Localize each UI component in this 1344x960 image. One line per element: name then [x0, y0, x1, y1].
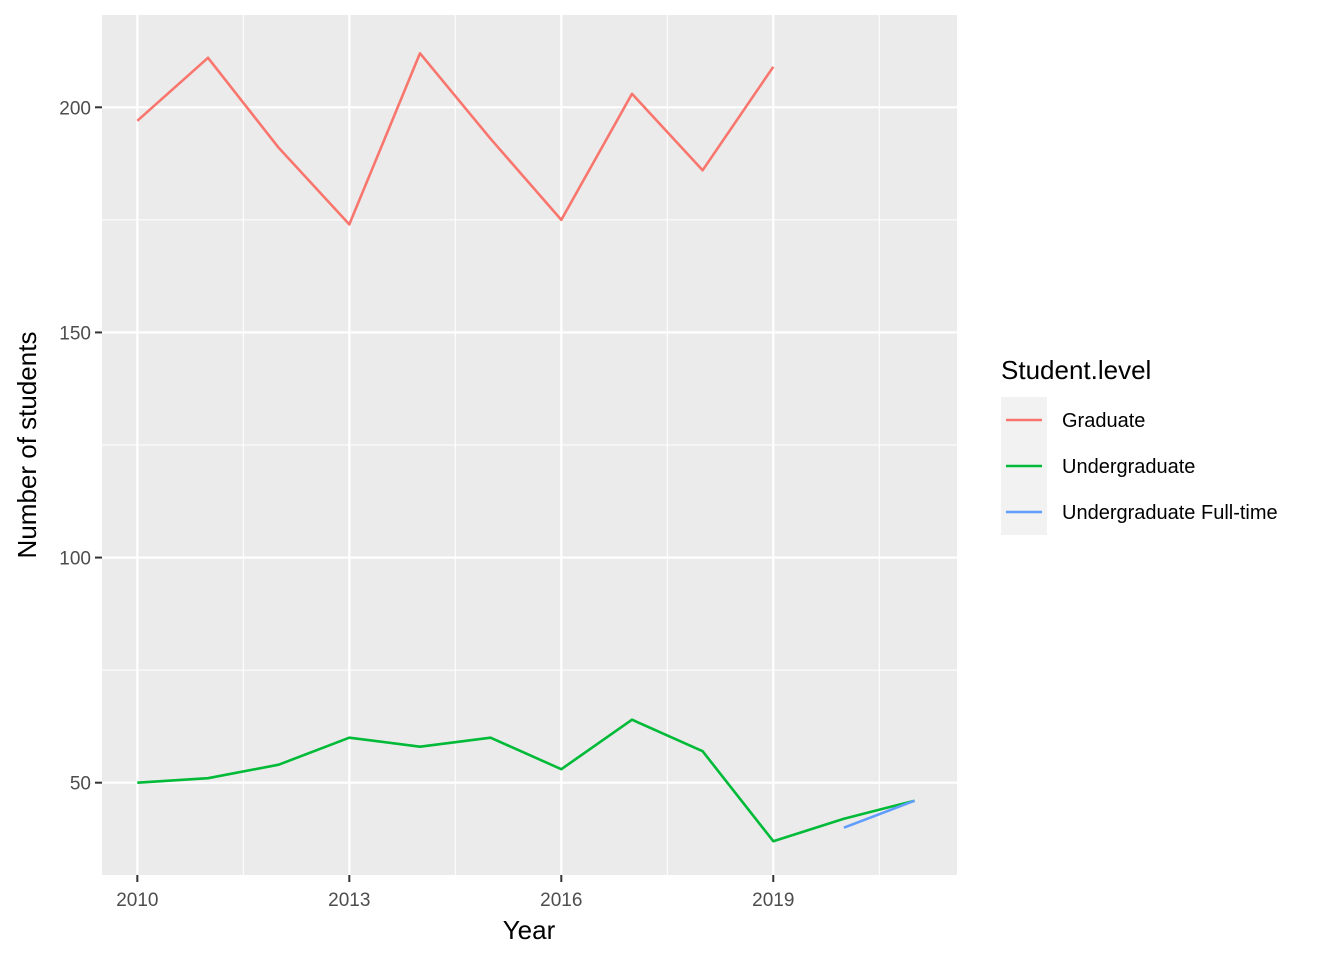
x-tick-label: 2013: [328, 890, 370, 911]
x-tick-label: 2019: [752, 890, 794, 911]
y-axis-title: Number of students: [12, 332, 42, 559]
y-tick-label: 100: [59, 549, 91, 570]
series-line-graduate: [136, 51, 775, 226]
y-tick-label: 200: [59, 98, 91, 119]
series-line-undergraduate-full-time: [843, 799, 916, 829]
legend-label: Undergraduate Full-time: [1062, 502, 1278, 524]
minor-gridlines: [102, 15, 957, 875]
legend: Student.level Graduate Undergraduate Under…: [1001, 355, 1278, 535]
y-axis: 50 100 150 200: [59, 98, 102, 795]
legend-title: Student.level: [1001, 355, 1151, 385]
x-axis-title: Year: [503, 915, 556, 945]
y-tick-label: 50: [70, 774, 91, 795]
x-axis: 2010 2013 2016 2019: [116, 875, 794, 911]
series-lines: [136, 51, 916, 843]
major-gridlines: [102, 15, 957, 875]
y-tick-label: 150: [59, 323, 91, 344]
x-tick-label: 2016: [540, 890, 582, 911]
legend-items: Graduate Undergraduate Undergraduate Full-…: [1001, 397, 1278, 535]
x-tick-label: 2010: [116, 890, 158, 911]
legend-label: Graduate: [1062, 410, 1145, 432]
series-line-undergraduate: [137, 718, 915, 843]
legend-label: Undergraduate: [1062, 456, 1195, 478]
